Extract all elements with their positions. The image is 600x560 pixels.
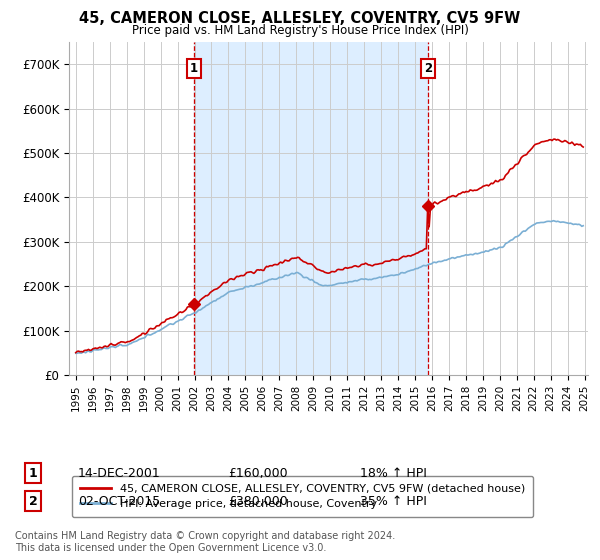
Text: 2: 2	[424, 62, 432, 75]
Text: 14-DEC-2001: 14-DEC-2001	[78, 466, 161, 480]
Text: 35% ↑ HPI: 35% ↑ HPI	[360, 494, 427, 508]
Text: Price paid vs. HM Land Registry's House Price Index (HPI): Price paid vs. HM Land Registry's House …	[131, 24, 469, 36]
Legend: 45, CAMERON CLOSE, ALLESLEY, COVENTRY, CV5 9FW (detached house), HPI: Average pr: 45, CAMERON CLOSE, ALLESLEY, COVENTRY, C…	[72, 475, 533, 517]
Text: 45, CAMERON CLOSE, ALLESLEY, COVENTRY, CV5 9FW: 45, CAMERON CLOSE, ALLESLEY, COVENTRY, C…	[79, 11, 521, 26]
Text: 1: 1	[29, 466, 37, 480]
Text: £160,000: £160,000	[228, 466, 287, 480]
Text: 1: 1	[190, 62, 198, 75]
Text: Contains HM Land Registry data © Crown copyright and database right 2024.
This d: Contains HM Land Registry data © Crown c…	[15, 531, 395, 553]
Text: £380,000: £380,000	[228, 494, 288, 508]
Text: 18% ↑ HPI: 18% ↑ HPI	[360, 466, 427, 480]
Text: 2: 2	[29, 494, 37, 508]
Bar	[194, 42, 428, 375]
Text: 02-OCT-2015: 02-OCT-2015	[78, 494, 160, 508]
